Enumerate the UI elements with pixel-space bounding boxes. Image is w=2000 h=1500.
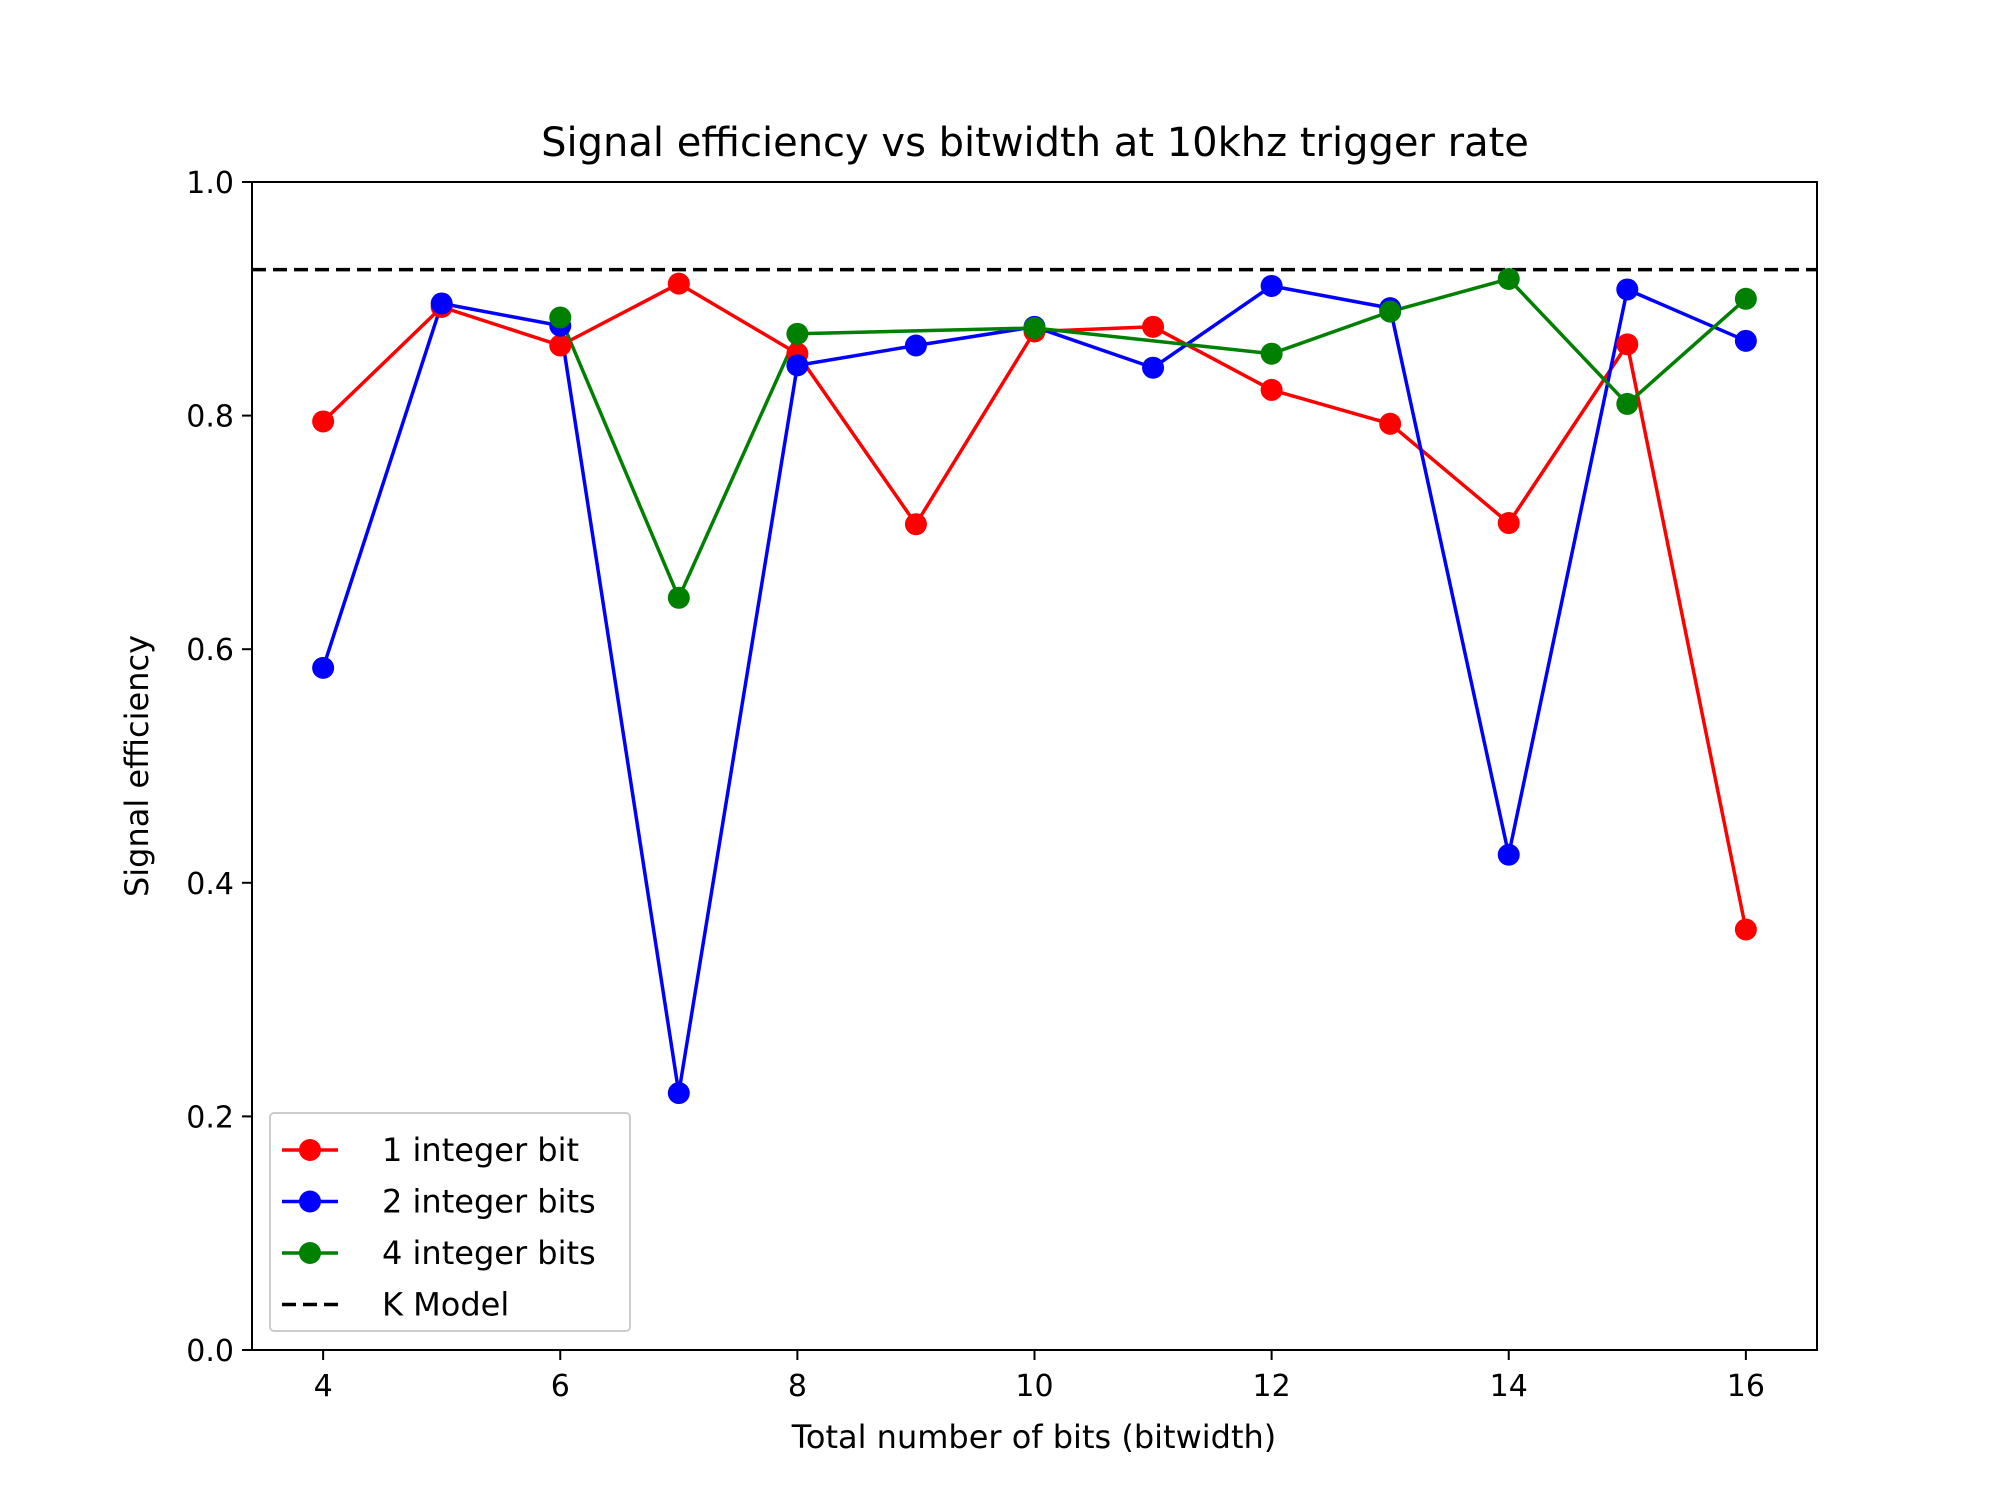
series-2-point: [786, 354, 809, 377]
y-tick-label: 1.0: [186, 166, 234, 201]
series-3-point: [1379, 300, 1402, 323]
series-1-point: [904, 513, 927, 536]
legend-entry-label: K Model: [382, 1286, 509, 1324]
x-tick-label: 16: [1727, 1369, 1765, 1404]
series-1-point: [1497, 512, 1520, 535]
series-1-point: [1260, 378, 1283, 401]
legend-entry-label: 2 integer bits: [382, 1183, 596, 1221]
legend-entry-label: 4 integer bits: [382, 1234, 596, 1272]
series-2-point: [1497, 843, 1520, 866]
y-axis-label: Signal efficiency: [118, 635, 156, 897]
series-2-point: [1260, 274, 1283, 297]
x-tick-label: 4: [314, 1369, 333, 1404]
series-1-point: [1142, 315, 1165, 338]
series-3-point: [786, 322, 809, 345]
x-tick-label: 6: [551, 1369, 570, 1404]
series-2-point: [1616, 278, 1639, 301]
series-1-point: [1379, 412, 1402, 435]
plot-markers: [312, 267, 1757, 1105]
legend-box: [269, 1112, 631, 1332]
series-3-point: [1497, 267, 1520, 290]
series-3-point: [1616, 392, 1639, 415]
x-tick-label: 10: [1015, 1369, 1053, 1404]
series-1-point: [1734, 918, 1757, 941]
y-axis: 0.0 0.2 0.4 0.6 0.8 1.0: [186, 166, 252, 1369]
y-tick-label: 0.0: [186, 1334, 234, 1369]
chart-title: Signal efficiency vs bitwidth at 10khz t…: [541, 120, 1529, 166]
series-2-point: [312, 656, 335, 679]
x-axis-label: Total number of bits (bitwidth): [791, 1418, 1277, 1456]
y-tick-label: 0.4: [186, 867, 234, 902]
legend-marker: [299, 1139, 321, 1161]
series-1-point: [549, 334, 572, 357]
series-3-point: [1734, 287, 1757, 310]
y-tick-label: 0.8: [186, 400, 234, 435]
series-3-point: [1260, 342, 1283, 365]
series-1-point: [667, 272, 690, 295]
x-tick-label: 14: [1490, 1369, 1528, 1404]
legend: 1 integer bit 2 integer bits 4 integer bit…: [269, 1112, 631, 1332]
x-axis: 4 6 8 10 12 14 16: [314, 1350, 1765, 1404]
series-2-point: [1734, 329, 1757, 352]
legend-marker: [299, 1242, 321, 1264]
y-tick-label: 0.2: [186, 1100, 234, 1135]
series-2-point: [430, 292, 453, 315]
series-2-point: [1142, 356, 1165, 379]
y-tick-label: 0.6: [186, 633, 234, 668]
x-tick-label: 8: [788, 1369, 807, 1404]
series-3-point: [667, 586, 690, 609]
series-1-point: [1616, 333, 1639, 356]
series-2-point: [667, 1082, 690, 1105]
series-3-point: [1023, 317, 1046, 339]
legend-marker: [299, 1190, 321, 1213]
series-1-point: [312, 410, 335, 433]
series-2-point: [904, 334, 927, 357]
series-3-point: [549, 306, 572, 329]
x-tick-label: 12: [1253, 1369, 1291, 1404]
legend-entry-label: 1 integer bit: [382, 1131, 579, 1169]
